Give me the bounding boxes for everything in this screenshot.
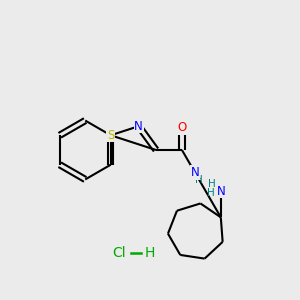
Text: H: H [208,179,216,189]
Text: N: N [190,166,199,179]
Text: H: H [145,246,155,260]
Text: O: O [177,122,187,134]
Text: H: H [207,188,214,198]
Text: S: S [107,129,114,142]
Text: Cl: Cl [112,246,126,260]
Text: N: N [216,185,225,198]
Text: N: N [134,120,143,133]
Text: H: H [195,175,203,185]
